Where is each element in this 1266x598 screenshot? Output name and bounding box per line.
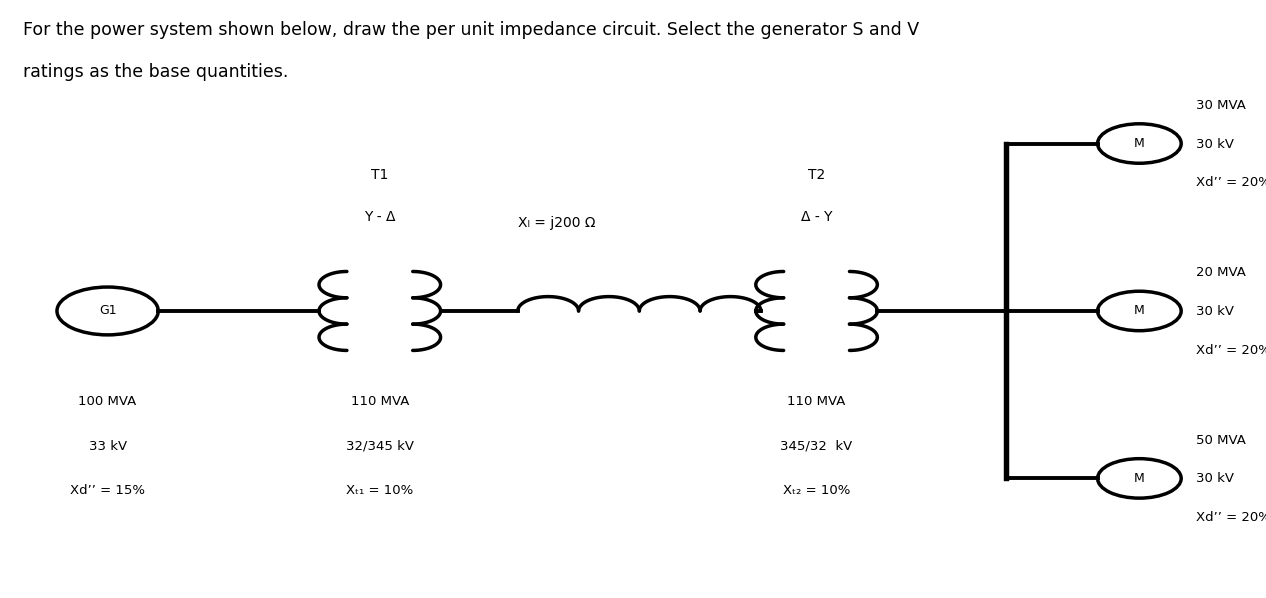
Text: Xd’’ = 15%: Xd’’ = 15%	[70, 484, 146, 498]
Text: M: M	[1134, 472, 1144, 485]
Text: 100 MVA: 100 MVA	[78, 395, 137, 408]
Text: Δ - Y: Δ - Y	[801, 210, 832, 224]
Text: 50 MVA: 50 MVA	[1196, 434, 1246, 447]
Text: 30 MVA: 30 MVA	[1196, 99, 1246, 112]
Text: G1: G1	[99, 304, 116, 318]
Text: 32/345 kV: 32/345 kV	[346, 440, 414, 453]
Text: For the power system shown below, draw the per unit impedance circuit. Select th: For the power system shown below, draw t…	[23, 21, 919, 39]
Text: Xₜ₂ = 10%: Xₜ₂ = 10%	[782, 484, 851, 498]
Text: Xd’’ = 20%: Xd’’ = 20%	[1196, 511, 1266, 524]
Text: Xₗ = j200 Ω: Xₗ = j200 Ω	[518, 216, 595, 230]
Text: 20 MVA: 20 MVA	[1196, 266, 1246, 279]
Text: ratings as the base quantities.: ratings as the base quantities.	[23, 63, 289, 81]
Text: Xd’’ = 20%: Xd’’ = 20%	[1196, 344, 1266, 357]
Text: T2: T2	[808, 169, 825, 182]
Text: M: M	[1134, 137, 1144, 150]
Text: Xₜ₁ = 10%: Xₜ₁ = 10%	[346, 484, 414, 498]
Text: 30 kV: 30 kV	[1196, 305, 1234, 318]
Text: 33 kV: 33 kV	[89, 440, 127, 453]
Text: Xd’’ = 20%: Xd’’ = 20%	[1196, 176, 1266, 190]
Text: 345/32  kV: 345/32 kV	[780, 440, 853, 453]
Text: M: M	[1134, 304, 1144, 318]
Text: T1: T1	[371, 169, 389, 182]
Text: 30 kV: 30 kV	[1196, 472, 1234, 486]
Text: 110 MVA: 110 MVA	[787, 395, 846, 408]
Text: 30 kV: 30 kV	[1196, 138, 1234, 151]
Text: Y - Δ: Y - Δ	[365, 210, 395, 224]
Text: 110 MVA: 110 MVA	[351, 395, 409, 408]
